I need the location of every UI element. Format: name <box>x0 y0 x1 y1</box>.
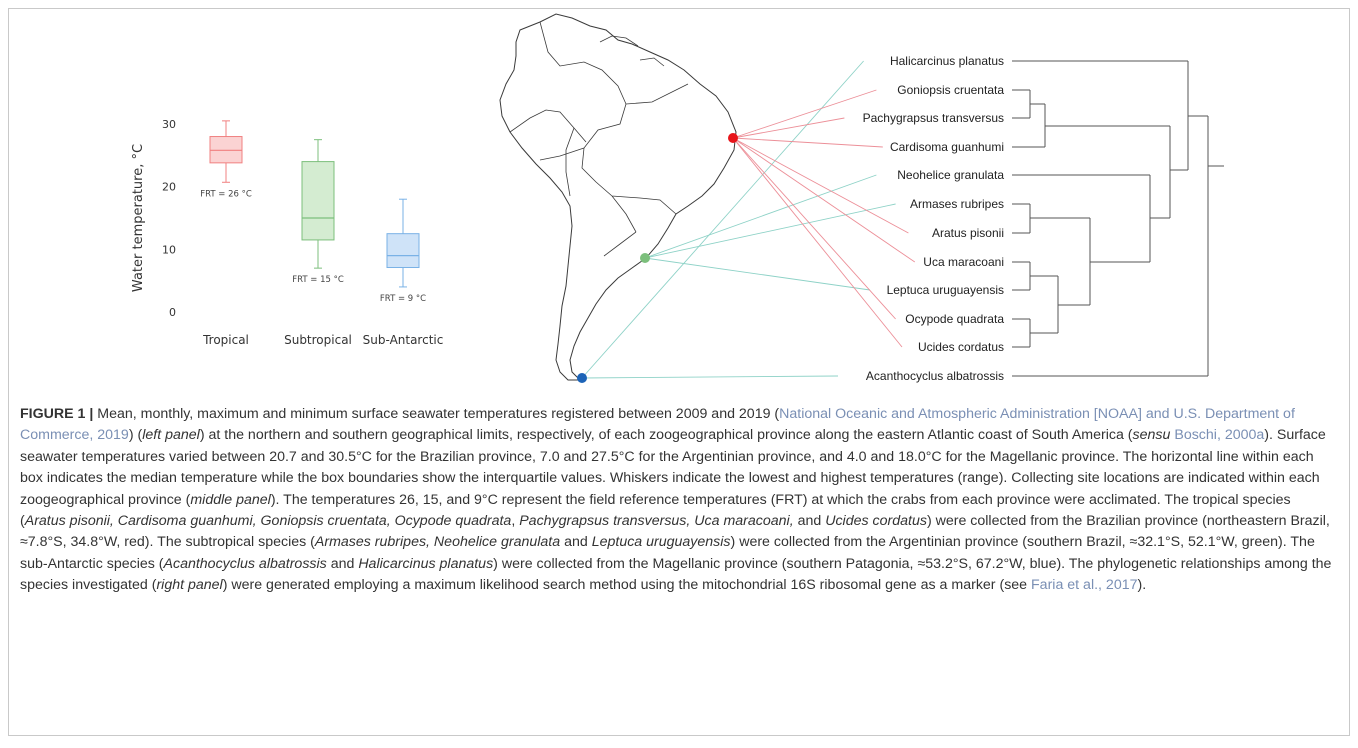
caption-italic: right panel <box>156 577 223 594</box>
caption-italic: sensu <box>1132 427 1171 444</box>
frt-label: FRT = 15 °C <box>292 275 344 285</box>
x-axis-categories: Tropical Subtropical Sub-Antarctic <box>202 333 443 347</box>
figure-caption: FIGURE 1 | Mean, monthly, maximum and mi… <box>20 404 1340 597</box>
box-tropical: FRT = 26 °C <box>200 120 252 199</box>
caption-italic: Aratus pisonii, Cardisoma guanhumi, Goni… <box>24 513 512 530</box>
red-site-dot <box>728 133 738 143</box>
caption-text: ) were collected from the Brazilian prov… <box>20 513 1330 551</box>
y-tick-label: 0 <box>169 306 176 319</box>
figure-label: FIGURE 1 | <box>20 406 94 422</box>
box-subtropical: FRT = 15 °C <box>292 139 344 285</box>
caption-italic: Ucides cordatus <box>825 513 927 530</box>
y-tick-label: 10 <box>162 243 176 256</box>
species-label: Acanthocyclus albatrossis <box>866 369 1004 383</box>
connector-line <box>732 117 845 139</box>
connector-line <box>581 375 839 379</box>
iqr-box <box>301 161 335 241</box>
species-label: Armases rubripes <box>910 197 1004 211</box>
caption-italic: Leptuca uruguayensis <box>591 534 731 551</box>
caption-text: ). The temperatures 26, 15, and 9°C repr… <box>20 491 1291 530</box>
phylogenetic-tree: Halicarcinus planatus Goniopsis cruentata… <box>863 54 1224 383</box>
connector-line <box>644 203 896 259</box>
caption-italic: Halicarcinus planatus <box>358 555 494 572</box>
species-label: Leptuca uruguayensis <box>887 283 1004 297</box>
country-borders <box>509 21 689 257</box>
connector-line <box>732 137 909 234</box>
connector-line <box>732 137 883 148</box>
caption-text: and <box>793 513 826 530</box>
caption-text: , <box>511 513 520 530</box>
y-axis-label: Water temperature, °C <box>131 144 146 292</box>
south-america-map <box>499 13 737 381</box>
caption-text: and <box>560 534 592 551</box>
caption-text: ) were generated employing a maximum lik… <box>222 577 1032 594</box>
caption-italic: Acanthocyclus albatrossis <box>163 555 327 572</box>
frt-label: FRT = 26 °C <box>200 189 252 199</box>
y-tick-label: 20 <box>162 181 176 194</box>
connector-line <box>581 60 864 379</box>
species-label: Uca maracoani <box>923 255 1004 269</box>
caption-text: ) were collected from the Magellanic pro… <box>20 555 1332 594</box>
blue-site-dot <box>577 373 587 383</box>
species-label: Ucides cordatus <box>918 340 1004 354</box>
boxes: FRT = 26 °C FRT = 15 °C FRT = 9 °C <box>200 120 426 304</box>
species-label: Goniopsis cruentata <box>897 83 1004 97</box>
citation-link[interactable]: Boschi, 2000a <box>1174 427 1265 444</box>
caption-text: ). Surface seawater temperatures varied … <box>20 427 1326 508</box>
figure-frame <box>8 8 1350 736</box>
caption-text: ). <box>1137 577 1147 594</box>
green-site-dot <box>640 253 650 263</box>
site-species-connectors <box>581 60 916 379</box>
map-outline <box>499 13 737 381</box>
box-sub-antarctic: FRT = 9 °C <box>380 198 426 304</box>
caption-italic: Armases rubripes, Neohelice granulata <box>314 534 561 551</box>
caption-text: ) were collected from the Argentinian pr… <box>20 534 1315 572</box>
connector-line <box>732 137 903 348</box>
caption-italic: left panel <box>142 427 200 444</box>
species-label: Halicarcinus planatus <box>890 54 1004 68</box>
boxplot-panel: Water temperature, °C 0 10 20 30 FRT = 26 °… <box>131 118 443 347</box>
x-category-label: Tropical <box>202 333 249 347</box>
connector-line <box>644 257 871 291</box>
species-label: Pachygrapsus transversus <box>863 111 1004 125</box>
y-axis-ticks: 0 10 20 30 <box>162 118 176 319</box>
caption-italic: Pachygrapsus transversus, Uca maracoani, <box>519 513 794 530</box>
y-tick-label: 30 <box>162 118 176 131</box>
frt-label: FRT = 9 °C <box>380 294 426 304</box>
citation-link[interactable]: Faria et al., 2017 <box>1031 577 1138 594</box>
iqr-box <box>209 136 243 164</box>
citation-link[interactable]: National Oceanic and Atmospheric Adminis… <box>20 406 1295 444</box>
caption-text: Mean, monthly, maximum and minimum surfa… <box>93 406 780 422</box>
species-label: Ocypode quadrata <box>905 312 1004 326</box>
x-category-label: Subtropical <box>284 333 352 347</box>
species-labels: Halicarcinus planatus Goniopsis cruentata… <box>863 54 1005 383</box>
connector-line <box>732 137 896 320</box>
species-label: Cardisoma guanhumi <box>890 140 1004 154</box>
connector-line <box>732 89 877 139</box>
x-category-label: Sub-Antarctic <box>363 333 444 347</box>
caption-text: ) at the northern and southern geographi… <box>199 427 1133 444</box>
caption-text: ) ( <box>128 427 143 444</box>
connector-line <box>732 137 916 263</box>
caption-text: and <box>326 555 359 572</box>
tree-branches <box>1012 60 1224 377</box>
species-label: Aratus pisonii <box>932 226 1004 240</box>
figure-panels: Water temperature, °C 0 10 20 30 FRT = 26 °… <box>131 13 1224 383</box>
connector-line <box>644 174 877 259</box>
iqr-box <box>386 233 420 269</box>
species-label: Neohelice granulata <box>897 168 1004 182</box>
caption-italic: middle panel <box>190 491 271 508</box>
great-lakes-area <box>599 35 665 67</box>
